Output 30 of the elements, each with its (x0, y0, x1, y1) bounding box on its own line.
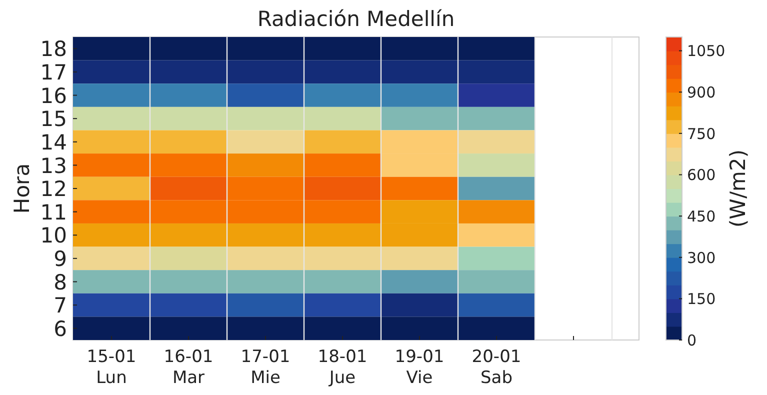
color-bar-label: 750 (687, 124, 716, 143)
y-tick-label: 16 (40, 84, 67, 108)
color-bar-label: 600 (687, 166, 716, 184)
color-bar-label: 450 (687, 207, 716, 226)
chart-title: Radiación Medellín (257, 7, 455, 31)
y-tick-label: 17 (40, 60, 67, 85)
x-tick-label: 20-01 Sab (472, 347, 522, 388)
color-bar-label: 0 (687, 331, 697, 350)
color-bar-label: 900 (687, 83, 716, 102)
y-tick-label: 11 (40, 200, 67, 224)
x-tick-label: 19-01 Vie (394, 347, 444, 388)
y-tick-label: 15 (40, 107, 67, 132)
x-tick-label: 17-01 Mie (240, 347, 290, 388)
y-tick-label: 8 (54, 270, 67, 294)
color-bar-title: (W/m2) (726, 149, 750, 228)
y-tick-label: 9 (54, 246, 67, 271)
y-tick-label: 13 (40, 154, 67, 178)
y-tick-label: 18 (40, 37, 67, 62)
x-tick-label: 18-01 Jue (318, 347, 368, 388)
y-tick-label: 12 (40, 177, 67, 202)
y-tick-label: 6 (54, 316, 67, 341)
x-tick-label: 16-01 Mar (164, 347, 214, 388)
y-tick-label: 10 (40, 224, 67, 248)
y-axis-title: Hora (10, 163, 34, 214)
y-tick-label: 14 (40, 130, 67, 154)
color-bar-label: 1050 (687, 42, 726, 60)
color-bar-label: 300 (687, 248, 716, 267)
y-tick-label: 7 (54, 294, 67, 318)
x-tick-label: 15-01 Lun (86, 347, 136, 388)
color-bar-label: 150 (687, 290, 716, 308)
